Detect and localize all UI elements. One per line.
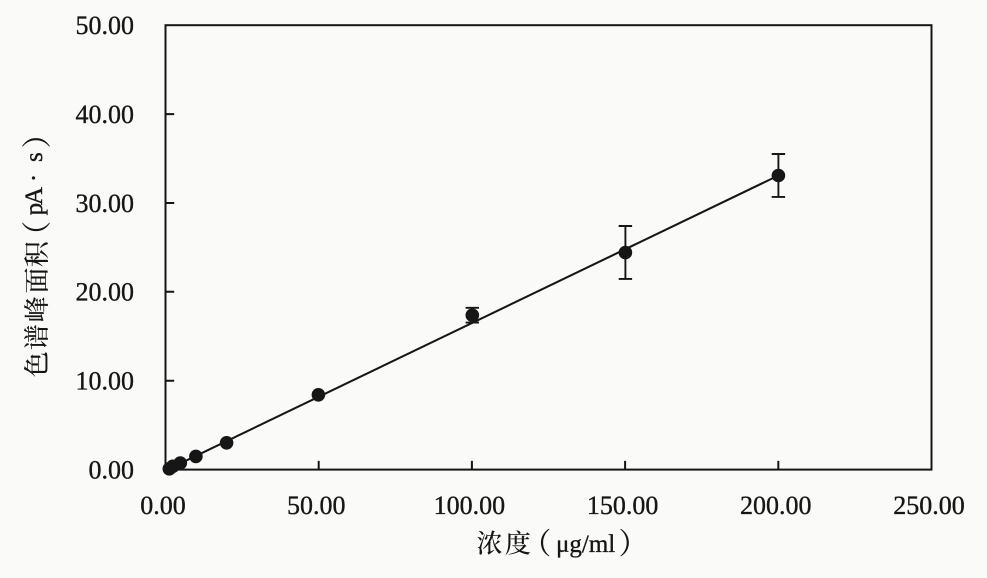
svg-text:30.00: 30.00 xyxy=(76,189,135,218)
svg-text:150.00: 150.00 xyxy=(587,491,659,520)
svg-text:50.00: 50.00 xyxy=(76,11,135,40)
svg-text:0.00: 0.00 xyxy=(89,456,135,485)
svg-text:100.00: 100.00 xyxy=(434,491,506,520)
svg-text:200.00: 200.00 xyxy=(740,491,812,520)
svg-text:20.00: 20.00 xyxy=(76,278,135,307)
svg-text:0.00: 0.00 xyxy=(140,491,186,520)
svg-text:pA·s: pA·s xyxy=(21,152,48,215)
svg-text:10.00: 10.00 xyxy=(76,367,135,396)
svg-text:40.00: 40.00 xyxy=(76,100,135,129)
svg-text:μg/ml: μg/ml xyxy=(556,531,615,558)
svg-text:50.00: 50.00 xyxy=(287,491,346,520)
svg-text:250.00: 250.00 xyxy=(893,491,965,520)
